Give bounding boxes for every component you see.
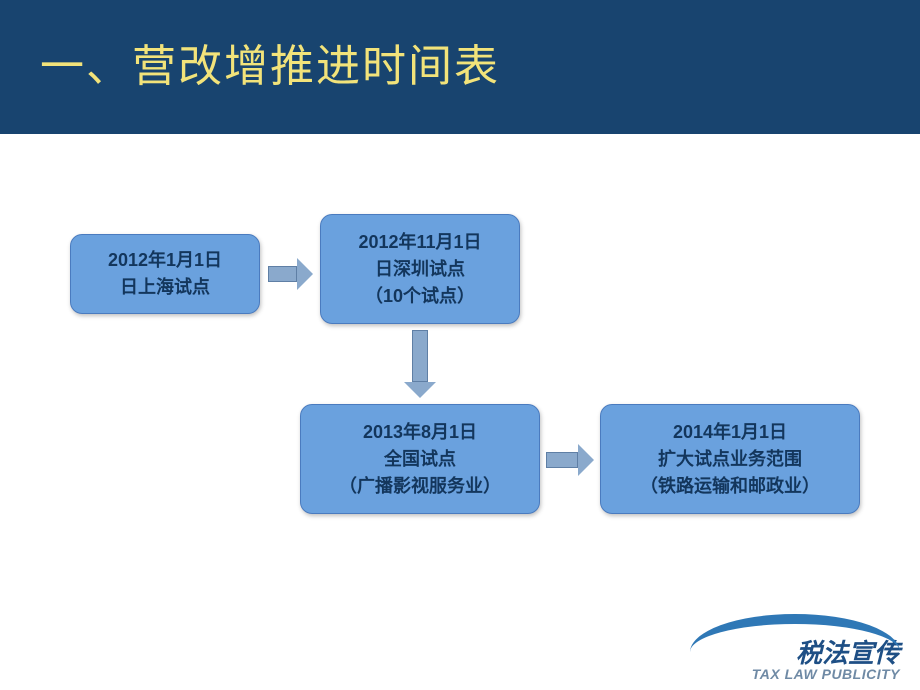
- node-line: （铁路运输和邮政业）: [640, 473, 820, 500]
- node-line: （广播影视服务业）: [339, 473, 501, 500]
- node-line: 2013年8月1日: [363, 419, 477, 446]
- page-title: 一、营改增推进时间表: [40, 30, 880, 94]
- node-line: 2012年1月1日: [108, 247, 222, 274]
- arrow-down-icon: [404, 330, 436, 398]
- timeline-node-4: 2014年1月1日 扩大试点业务范围 （铁路运输和邮政业）: [600, 404, 860, 514]
- node-line: 2012年11月1日: [358, 229, 481, 256]
- timeline-node-2: 2012年11月1日 日深圳试点 （10个试点）: [320, 214, 520, 324]
- timeline-node-3: 2013年8月1日 全国试点 （广播影视服务业）: [300, 404, 540, 514]
- footer-logo-en: TAX LAW PUBLICITY: [690, 666, 900, 682]
- timeline-node-1: 2012年1月1日 日上海试点: [70, 234, 260, 314]
- header-bar: 一、营改增推进时间表: [0, 0, 920, 134]
- flowchart-canvas: 2012年1月1日 日上海试点 2012年11月1日 日深圳试点 （10个试点）…: [0, 134, 920, 634]
- node-line: 全国试点: [384, 446, 456, 473]
- node-line: 日上海试点: [120, 274, 210, 301]
- node-line: 2014年1月1日: [673, 419, 787, 446]
- node-line: （10个试点）: [365, 283, 475, 310]
- arrow-right-icon: [546, 444, 594, 476]
- logo-swoosh-icon: [690, 614, 900, 648]
- node-line: 扩大试点业务范围: [658, 446, 802, 473]
- arrow-right-icon: [268, 258, 313, 290]
- node-line: 日深圳试点: [375, 256, 465, 283]
- footer-logo: 税法宣传 TAX LAW PUBLICITY: [690, 614, 900, 682]
